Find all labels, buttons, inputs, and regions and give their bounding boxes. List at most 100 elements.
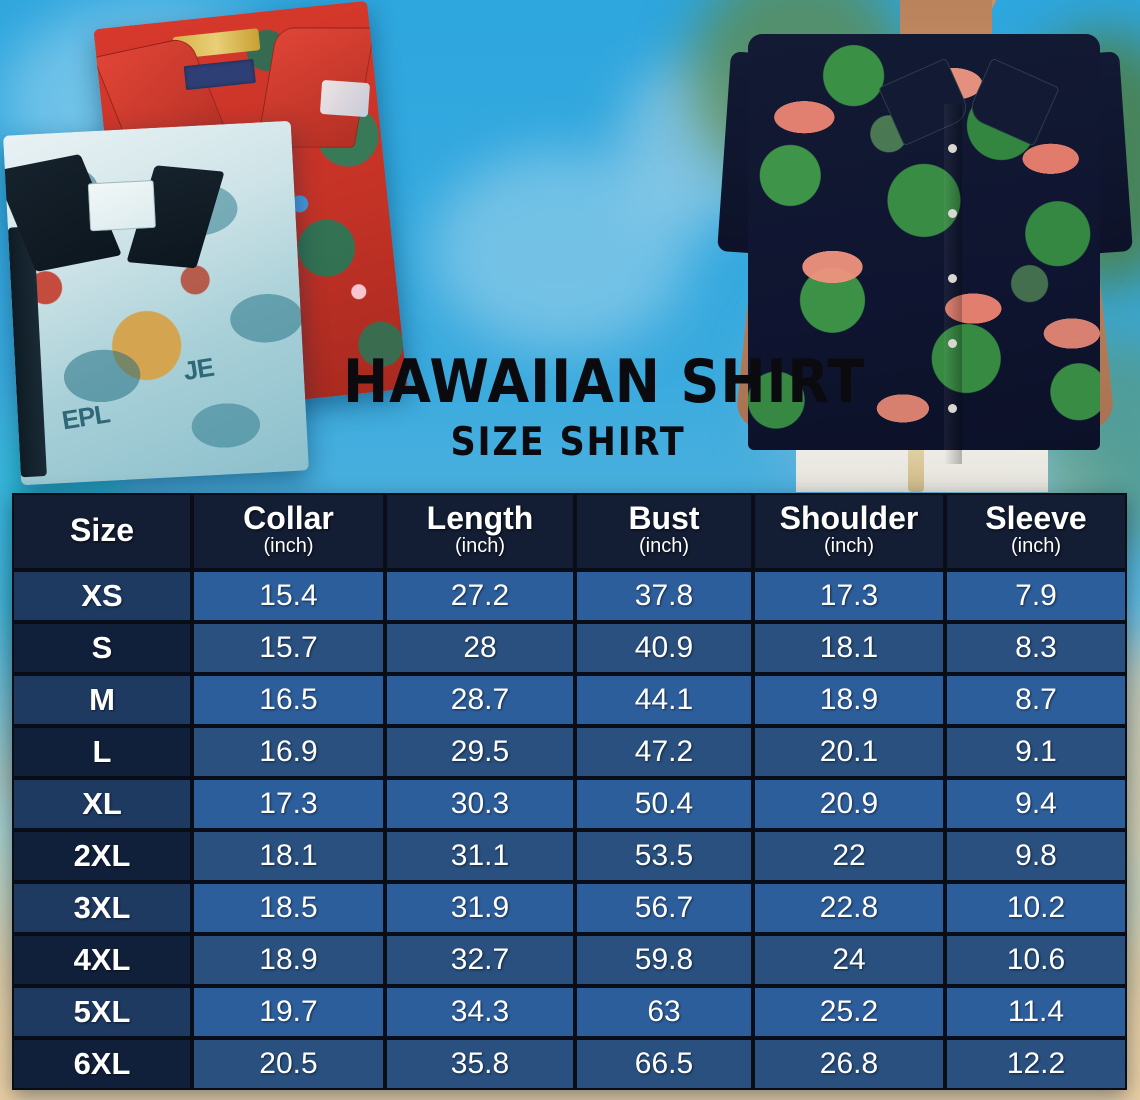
- measurement-cell-collar: 18.5: [192, 882, 385, 934]
- teal-shirt-print-text-a: EPL: [59, 398, 112, 436]
- header-row: Size Collar (inch) Length (inch) Bust (i…: [12, 493, 1127, 570]
- size-cell: 5XL: [12, 986, 192, 1038]
- measurement-cell-collar: 17.3: [192, 778, 385, 830]
- model-shirt-button: [948, 404, 957, 413]
- size-cell: L: [12, 726, 192, 778]
- table-row: S 15.7 28 40.9 18.1 8.3: [12, 622, 1127, 674]
- table-row: M 16.5 28.7 44.1 18.9 8.7: [12, 674, 1127, 726]
- measurement-cell-bust: 47.2: [575, 726, 753, 778]
- measurement-cell-sleeve: 9.4: [945, 778, 1127, 830]
- page-subtitle: SIZE SHIRT: [450, 420, 686, 465]
- model-wearing-shirt-photo: [700, 0, 1140, 492]
- measurement-cell-length: 30.3: [385, 778, 575, 830]
- model-flamingo-shirt: [748, 34, 1100, 464]
- model-shirt-collar-right: [966, 57, 1060, 147]
- red-shirt-sleeve-logo: [319, 79, 371, 118]
- table-body: XS 15.4 27.2 37.8 17.3 7.9 S 15.7 28 40.9 18.1 8.3 M…: [12, 570, 1127, 1090]
- measurement-cell-collar: 15.7: [192, 622, 385, 674]
- measurement-cell-length: 31.1: [385, 830, 575, 882]
- teal-shirt-print-text-b: JE: [181, 351, 216, 387]
- column-header-length-unit: (inch): [454, 535, 505, 557]
- measurement-cell-bust: 66.5: [575, 1038, 753, 1090]
- size-cell: XL: [12, 778, 192, 830]
- column-header-collar: Collar (inch): [192, 493, 385, 570]
- column-header-sleeve-label: Sleeve: [985, 500, 1087, 536]
- measurement-cell-sleeve: 7.9: [945, 570, 1127, 622]
- measurement-cell-shoulder: 26.8: [753, 1038, 945, 1090]
- measurement-cell-length: 28: [385, 622, 575, 674]
- measurement-cell-bust: 40.9: [575, 622, 753, 674]
- measurement-cell-sleeve: 9.8: [945, 830, 1127, 882]
- column-header-bust-label: Bust: [628, 500, 700, 536]
- column-header-shoulder: Shoulder (inch): [753, 493, 945, 570]
- measurement-cell-bust: 44.1: [575, 674, 753, 726]
- column-header-collar-label: Collar: [243, 500, 334, 536]
- measurement-cell-length: 31.9: [385, 882, 575, 934]
- measurement-cell-shoulder: 20.1: [753, 726, 945, 778]
- measurement-cell-sleeve: 8.7: [945, 674, 1127, 726]
- size-cell: 6XL: [12, 1038, 192, 1090]
- model-shirt-placket: [944, 104, 962, 464]
- measurement-cell-length: 35.8: [385, 1038, 575, 1090]
- table-row: XS 15.4 27.2 37.8 17.3 7.9: [12, 570, 1127, 622]
- table-row: XL 17.3 30.3 50.4 20.9 9.4: [12, 778, 1127, 830]
- measurement-cell-sleeve: 10.2: [945, 882, 1127, 934]
- table-row: L 16.9 29.5 47.2 20.1 9.1: [12, 726, 1127, 778]
- column-header-length: Length (inch): [385, 493, 575, 570]
- table-row: 3XL 18.5 31.9 56.7 22.8 10.2: [12, 882, 1127, 934]
- measurement-cell-sleeve: 8.3: [945, 622, 1127, 674]
- measurement-cell-shoulder: 25.2: [753, 986, 945, 1038]
- measurement-cell-sleeve: 9.1: [945, 726, 1127, 778]
- measurement-cell-bust: 37.8: [575, 570, 753, 622]
- measurement-cell-shoulder: 20.9: [753, 778, 945, 830]
- measurement-cell-bust: 50.4: [575, 778, 753, 830]
- column-header-size: Size: [12, 493, 192, 570]
- teal-shirt-pocket: [87, 179, 157, 232]
- column-header-sleeve-unit: (inch): [1010, 535, 1061, 557]
- model-shirt-button: [948, 339, 957, 348]
- column-header-shoulder-label: Shoulder: [779, 500, 919, 536]
- model-shirt-button: [948, 144, 957, 153]
- measurement-cell-length: 34.3: [385, 986, 575, 1038]
- measurement-cell-sleeve: 11.4: [945, 986, 1127, 1038]
- measurement-cell-bust: 56.7: [575, 882, 753, 934]
- size-chart-table: Size Collar (inch) Length (inch) Bust (i…: [12, 493, 1127, 1090]
- measurement-cell-collar: 16.9: [192, 726, 385, 778]
- size-cell: 4XL: [12, 934, 192, 986]
- measurement-cell-shoulder: 18.9: [753, 674, 945, 726]
- size-cell: S: [12, 622, 192, 674]
- measurement-cell-collar: 16.5: [192, 674, 385, 726]
- measurement-cell-bust: 63: [575, 986, 753, 1038]
- measurement-cell-shoulder: 24: [753, 934, 945, 986]
- page-title: HAWAIIAN SHIRT: [343, 347, 866, 417]
- column-header-shoulder-unit: (inch): [823, 535, 874, 557]
- measurement-cell-shoulder: 18.1: [753, 622, 945, 674]
- measurement-cell-collar: 18.1: [192, 830, 385, 882]
- measurement-cell-length: 29.5: [385, 726, 575, 778]
- column-header-length-label: Length: [426, 500, 534, 536]
- measurement-cell-collar: 19.7: [192, 986, 385, 1038]
- measurement-cell-length: 27.2: [385, 570, 575, 622]
- column-header-collar-unit: (inch): [263, 535, 314, 557]
- measurement-cell-collar: 18.9: [192, 934, 385, 986]
- sky-haze-blur-2: [430, 150, 690, 350]
- model-shirt-button: [948, 209, 957, 218]
- size-cell: XS: [12, 570, 192, 622]
- measurement-cell-shoulder: 17.3: [753, 570, 945, 622]
- size-cell: M: [12, 674, 192, 726]
- title-block: HAWAIIAN SHIRT SIZE SHIRT: [318, 347, 866, 465]
- column-header-bust-unit: (inch): [638, 535, 689, 557]
- measurement-cell-shoulder: 22.8: [753, 882, 945, 934]
- measurement-cell-bust: 53.5: [575, 830, 753, 882]
- size-cell: 2XL: [12, 830, 192, 882]
- column-header-sleeve: Sleeve (inch): [945, 493, 1127, 570]
- measurement-cell-shoulder: 22: [753, 830, 945, 882]
- measurement-cell-bust: 59.8: [575, 934, 753, 986]
- table-row: 4XL 18.9 32.7 59.8 24 10.6: [12, 934, 1127, 986]
- measurement-cell-length: 32.7: [385, 934, 575, 986]
- table-row: 5XL 19.7 34.3 63 25.2 11.4: [12, 986, 1127, 1038]
- table-row: 6XL 20.5 35.8 66.5 26.8 12.2: [12, 1038, 1127, 1090]
- measurement-cell-sleeve: 12.2: [945, 1038, 1127, 1090]
- teal-hawaiian-shirt-image: EPL JE: [3, 120, 309, 486]
- table-header: Size Collar (inch) Length (inch) Bust (i…: [12, 493, 1127, 570]
